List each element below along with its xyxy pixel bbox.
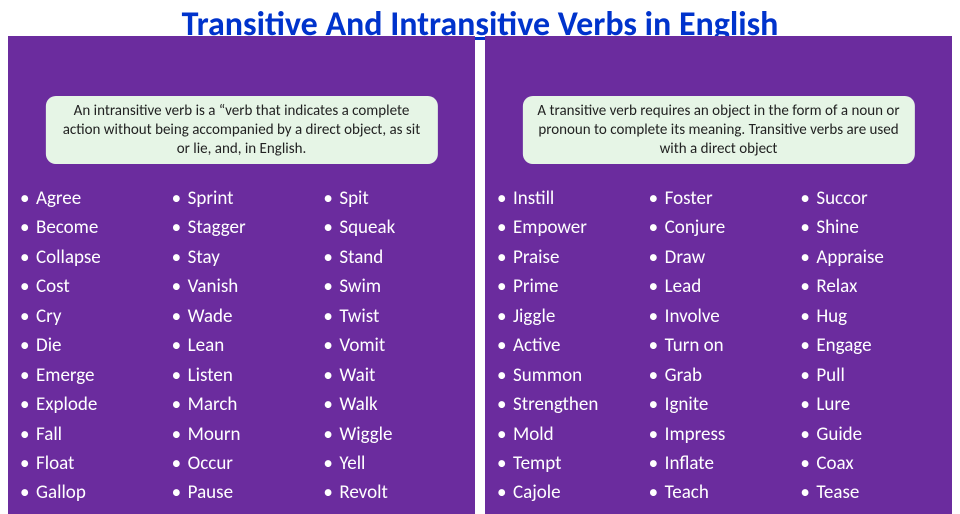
list-item: Occur bbox=[166, 449, 318, 478]
list-item: Fall bbox=[14, 420, 166, 449]
list-item: Relax bbox=[794, 272, 946, 301]
list-item: Emerge bbox=[14, 361, 166, 390]
list-item: Lead bbox=[643, 272, 795, 301]
list-item: Hug bbox=[794, 302, 946, 331]
list-item: Walk bbox=[317, 390, 469, 419]
list-item: Impress bbox=[643, 420, 795, 449]
list-item: Yell bbox=[317, 449, 469, 478]
list-item: Pull bbox=[794, 361, 946, 390]
list-item: Wiggle bbox=[317, 420, 469, 449]
list-item: Draw bbox=[643, 243, 795, 272]
list-item: Cajole bbox=[491, 478, 643, 507]
list-item: Pause bbox=[166, 478, 318, 507]
list-item: Praise bbox=[491, 243, 643, 272]
list-item: Summon bbox=[491, 361, 643, 390]
list-item: Ignite bbox=[643, 390, 795, 419]
intransitive-columns: AgreeBecomeCollapseCostCryDieEmergeExplo… bbox=[8, 184, 475, 508]
transitive-col-1: InstillEmpowerPraisePrimeJiggleActiveSum… bbox=[491, 184, 643, 508]
list-item: Die bbox=[14, 331, 166, 360]
intransitive-col-2: SprintStaggerStayVanishWadeLeanListenMar… bbox=[166, 184, 318, 508]
list-item: Collapse bbox=[14, 243, 166, 272]
transitive-definition: A transitive verb requires an object in … bbox=[522, 96, 914, 164]
list-item: Mourn bbox=[166, 420, 318, 449]
list-item: Coax bbox=[794, 449, 946, 478]
list-item: Revolt bbox=[317, 478, 469, 507]
list-item: Squeak bbox=[317, 213, 469, 242]
intransitive-body: An intransitive verb is a “verb that ind… bbox=[8, 36, 475, 514]
list-item: Lure bbox=[794, 390, 946, 419]
list-item: Shine bbox=[794, 213, 946, 242]
list-item: Instill bbox=[491, 184, 643, 213]
list-item: Stand bbox=[317, 243, 469, 272]
list-item: Jiggle bbox=[491, 302, 643, 331]
list-item: Inflate bbox=[643, 449, 795, 478]
list-item: March bbox=[166, 390, 318, 419]
list-item: Active bbox=[491, 331, 643, 360]
list-item: Succor bbox=[794, 184, 946, 213]
list-item: Twist bbox=[317, 302, 469, 331]
list-item: Mold bbox=[491, 420, 643, 449]
intransitive-definition: An intransitive verb is a “verb that ind… bbox=[45, 96, 437, 164]
list-item: Empower bbox=[491, 213, 643, 242]
list-item: Guide bbox=[794, 420, 946, 449]
panels-container: Intransitive Verb An intransitive verb i… bbox=[0, 51, 960, 514]
list-item: Agree bbox=[14, 184, 166, 213]
list-item: Teach bbox=[643, 478, 795, 507]
list-item: Tempt bbox=[491, 449, 643, 478]
list-item: Lean bbox=[166, 331, 318, 360]
list-item: Become bbox=[14, 213, 166, 242]
list-item: Conjure bbox=[643, 213, 795, 242]
transitive-col-2: FosterConjureDrawLeadInvolveTurn onGrabI… bbox=[643, 184, 795, 508]
list-item: Vomit bbox=[317, 331, 469, 360]
transitive-col-3: SuccorShineAppraiseRelaxHugEngagePullLur… bbox=[794, 184, 946, 508]
list-item: Stagger bbox=[166, 213, 318, 242]
list-item: Cry bbox=[14, 302, 166, 331]
list-item: Strengthen bbox=[491, 390, 643, 419]
transitive-body: A transitive verb requires an object in … bbox=[485, 36, 952, 514]
list-item: Explode bbox=[14, 390, 166, 419]
intransitive-panel: Intransitive Verb An intransitive verb i… bbox=[8, 51, 475, 514]
list-item: Involve bbox=[643, 302, 795, 331]
list-item: Tease bbox=[794, 478, 946, 507]
list-item: Foster bbox=[643, 184, 795, 213]
transitive-columns: InstillEmpowerPraisePrimeJiggleActiveSum… bbox=[485, 184, 952, 508]
list-item: Wade bbox=[166, 302, 318, 331]
list-item: Sprint bbox=[166, 184, 318, 213]
list-item: Stay bbox=[166, 243, 318, 272]
list-item: Swim bbox=[317, 272, 469, 301]
list-item: Float bbox=[14, 449, 166, 478]
list-item: Listen bbox=[166, 361, 318, 390]
intransitive-col-1: AgreeBecomeCollapseCostCryDieEmergeExplo… bbox=[14, 184, 166, 508]
transitive-panel: Transitive Verb A transitive verb requir… bbox=[485, 51, 952, 514]
list-item: Cost bbox=[14, 272, 166, 301]
list-item: Wait bbox=[317, 361, 469, 390]
list-item: Engage bbox=[794, 331, 946, 360]
intransitive-col-3: SpitSqueakStandSwimTwistVomitWaitWalkWig… bbox=[317, 184, 469, 508]
list-item: Appraise bbox=[794, 243, 946, 272]
list-item: Spit bbox=[317, 184, 469, 213]
list-item: Gallop bbox=[14, 478, 166, 507]
list-item: Vanish bbox=[166, 272, 318, 301]
list-item: Prime bbox=[491, 272, 643, 301]
list-item: Grab bbox=[643, 361, 795, 390]
list-item: Turn on bbox=[643, 331, 795, 360]
